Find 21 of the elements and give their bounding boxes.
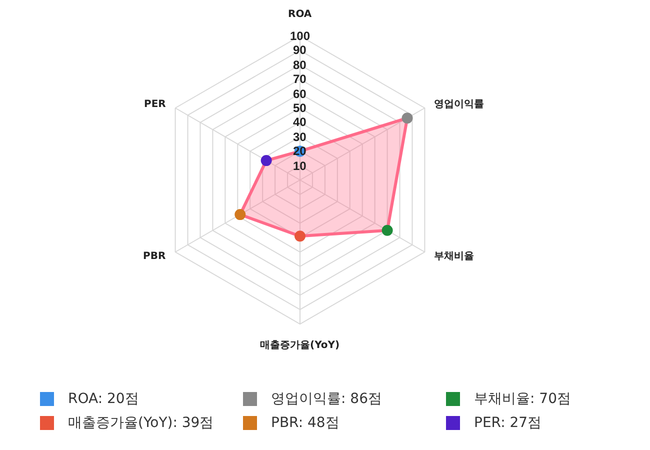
spoke-label: PBR — [143, 251, 166, 262]
y-tick-label: 70 — [293, 72, 307, 86]
y-tick-label: 10 — [293, 159, 307, 173]
y-tick-label: 30 — [293, 130, 307, 144]
y-tick-label: 100 — [290, 29, 310, 43]
y-tick-label: 50 — [293, 101, 307, 115]
text: ROA: 20점 — [68, 390, 139, 408]
text: 매출증가율(YoY): 39점 — [68, 414, 214, 432]
spoke-label: 영업이익률 — [434, 99, 484, 110]
text: PER: 27점 — [474, 414, 542, 432]
text: 부채비율: 70점 — [474, 390, 571, 408]
spoke-label: ROA — [288, 9, 312, 20]
y-tick-label: 80 — [293, 58, 307, 72]
y-tick-label: 60 — [293, 87, 307, 101]
spoke-label: 매출증가율(YoY) — [260, 340, 340, 351]
spoke-label: 부채비율 — [434, 251, 474, 262]
spoke-label: PER — [144, 99, 166, 110]
text: 영업이익률: 86점 — [271, 390, 382, 408]
y-tick-label: 90 — [293, 43, 307, 57]
y-tick-label: 40 — [293, 115, 307, 129]
text: PBR: 48점 — [271, 414, 340, 432]
